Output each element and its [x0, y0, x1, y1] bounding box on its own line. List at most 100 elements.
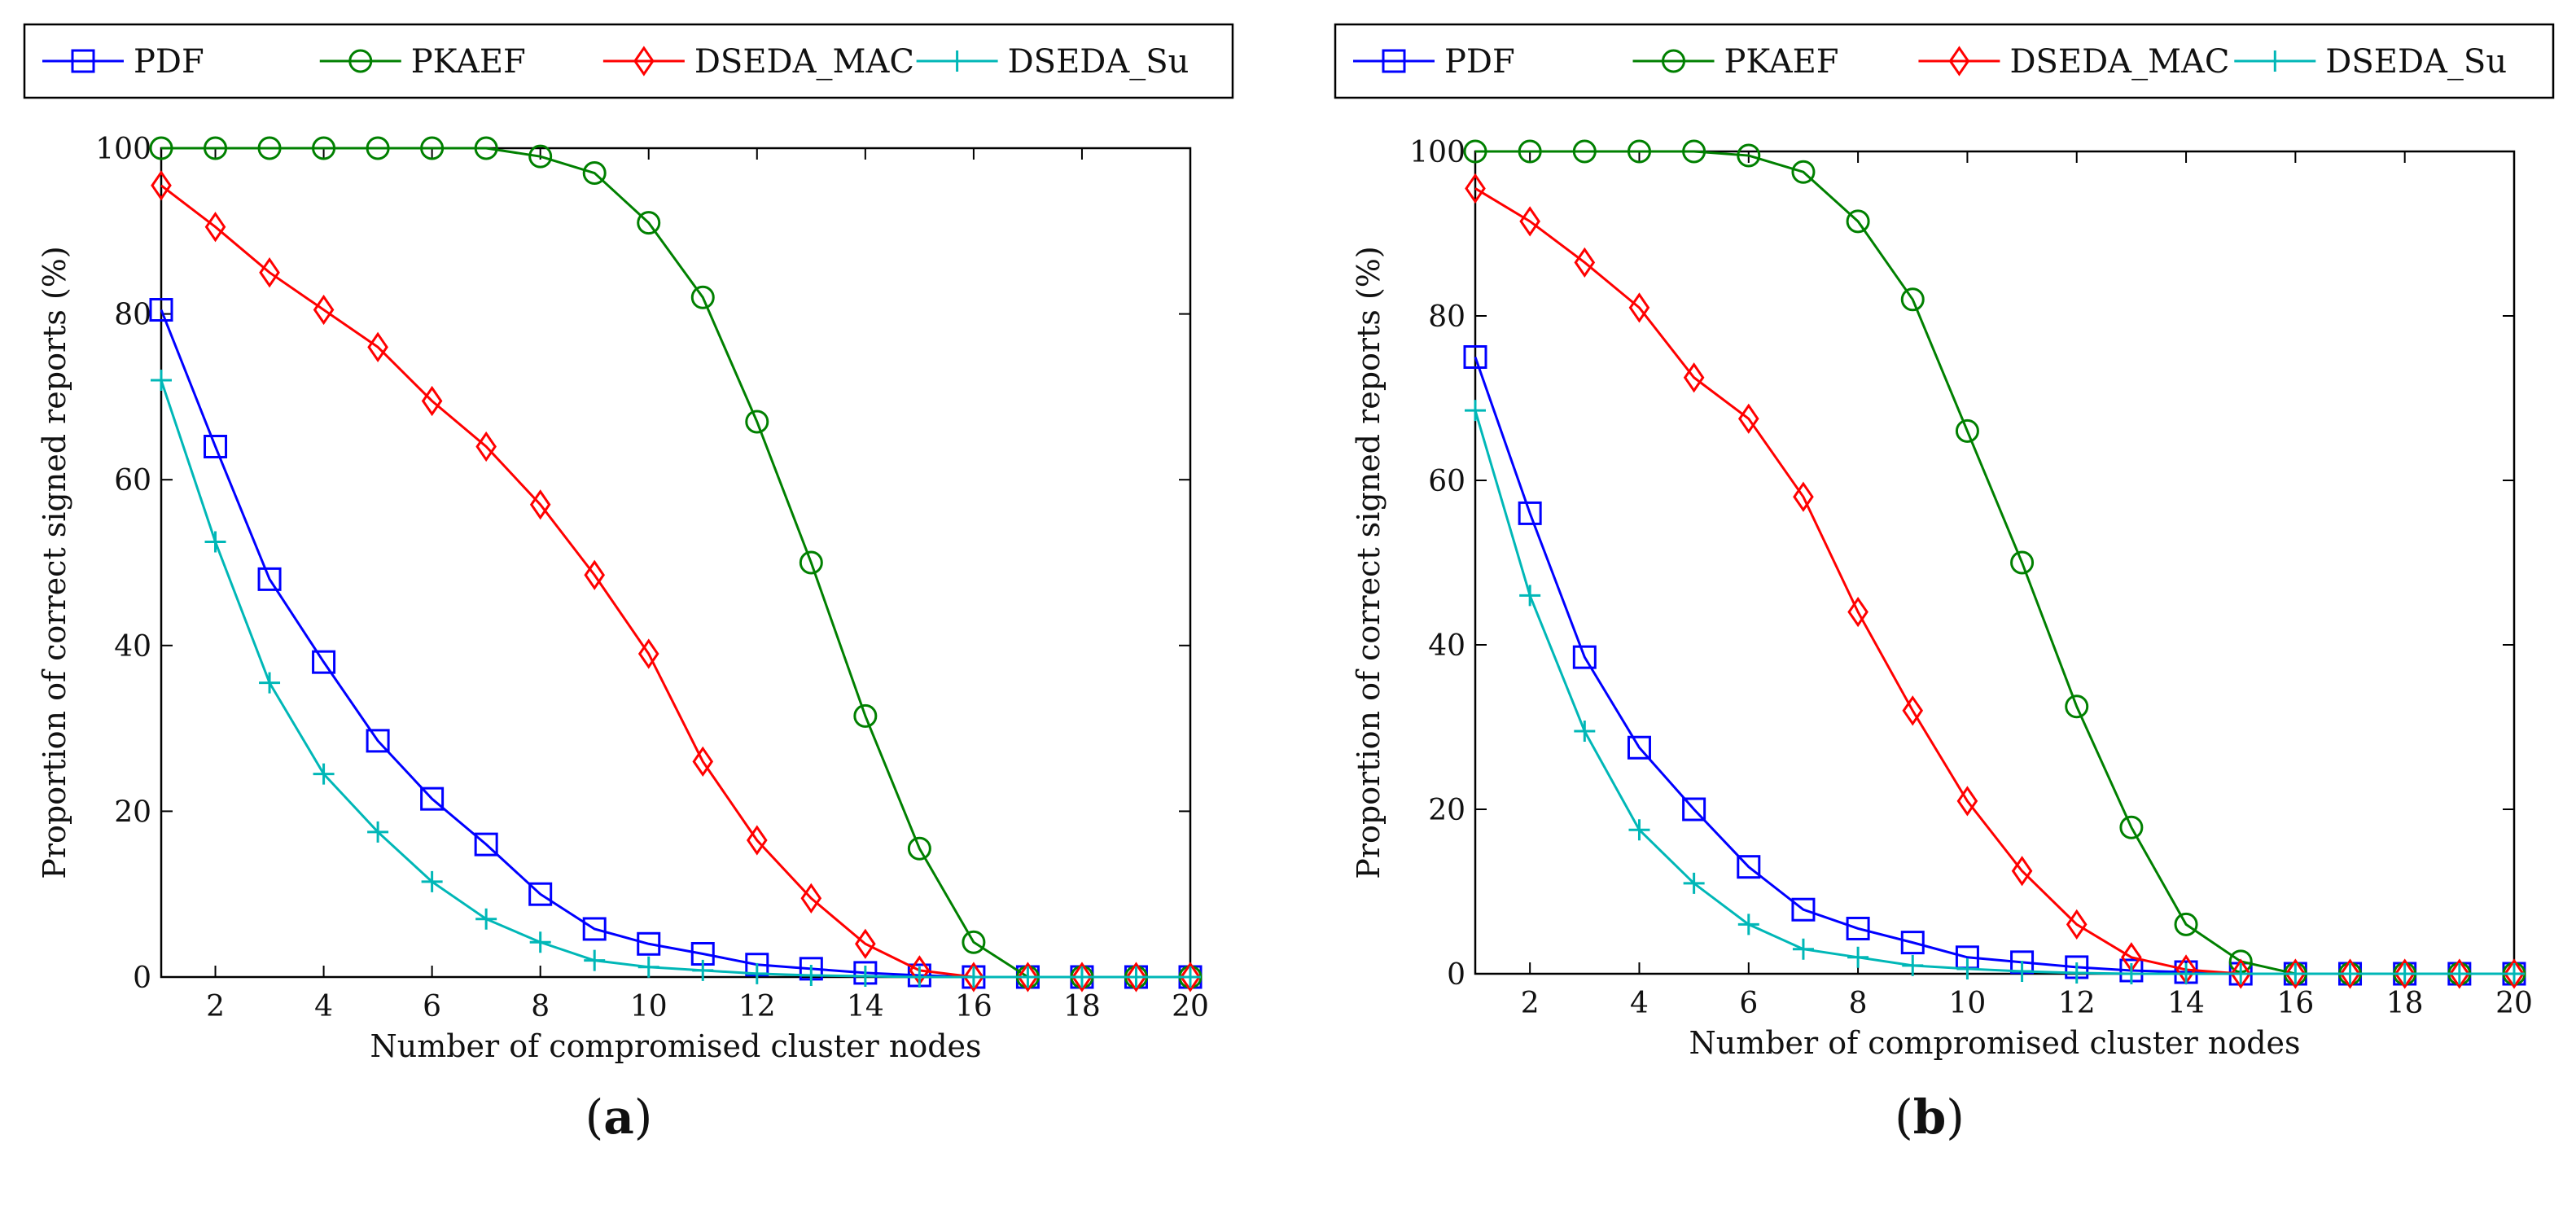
data-point — [1627, 735, 1651, 760]
panel-label: (a) — [585, 1089, 653, 1145]
y-tick-label: 60 — [114, 464, 151, 497]
data-point — [151, 170, 172, 201]
data-point — [799, 550, 823, 575]
data-point — [1518, 139, 1542, 164]
data-point — [2230, 963, 2252, 984]
data-point — [637, 211, 661, 235]
y-tick-label: 80 — [1428, 300, 1465, 334]
data-point — [529, 931, 551, 953]
data-point — [637, 956, 659, 978]
data-point — [637, 931, 661, 956]
legend-entry-pdf: PDF — [42, 43, 204, 81]
data-point — [257, 136, 282, 160]
data-point — [474, 136, 498, 160]
data-point — [582, 917, 607, 941]
data-point — [1627, 139, 1651, 164]
data-point — [2120, 963, 2142, 984]
data-point — [1071, 966, 1093, 988]
data-point — [421, 385, 443, 417]
data-point — [475, 431, 497, 462]
legend-marker — [2264, 50, 2286, 72]
panel-label-letter: b — [1913, 1089, 1947, 1145]
data-point — [1180, 962, 1201, 992]
data-point — [907, 836, 931, 861]
data-point — [1793, 481, 1814, 512]
series-dseda-su — [1465, 400, 2525, 984]
data-point — [1737, 403, 1759, 434]
data-point — [313, 763, 335, 785]
data-point — [1791, 897, 1816, 922]
panel-label-letter: a — [603, 1089, 634, 1145]
data-point — [259, 257, 280, 288]
data-point — [1519, 585, 1541, 607]
x-tick-label: 20 — [1172, 990, 1209, 1023]
data-point — [366, 729, 390, 753]
y-tick-label: 20 — [114, 795, 151, 829]
legend-label: DSEDA_Su — [2325, 43, 2507, 81]
data-point — [204, 434, 228, 458]
x-tick-label: 6 — [1739, 987, 1758, 1020]
legend-label: PDF — [1444, 43, 1515, 81]
plot-frame — [1474, 150, 2516, 975]
chart-panel-a: 2 4 6 8 10 12 14 16 18 20 0 20 40 60 80 100 Number of co… — [23, 23, 1234, 1145]
x-axis-label: Number of compromised cluster nodes — [1689, 1025, 2300, 1061]
data-point — [367, 821, 389, 843]
data-point — [1628, 292, 1650, 323]
data-point — [1737, 143, 1761, 168]
data-point — [584, 949, 606, 971]
legend-marker — [1382, 49, 1406, 73]
data-point — [2066, 962, 2088, 984]
y-tick-label: 20 — [1428, 794, 1465, 827]
data-point — [151, 370, 172, 392]
data-point — [1846, 916, 1870, 940]
data-point — [2011, 856, 2033, 887]
data-point — [2449, 958, 2470, 989]
x-tick-label: 12 — [2058, 987, 2096, 1020]
data-point — [2504, 963, 2525, 984]
data-point — [149, 298, 173, 322]
legend-label: PKAEF — [1724, 43, 1839, 81]
data-point — [2066, 909, 2088, 940]
data-point — [1956, 957, 1978, 979]
legend-entry-dseda-su: DSEDA_Su — [2234, 43, 2507, 81]
data-point — [1900, 287, 1925, 312]
data-point — [854, 965, 876, 987]
data-point — [2394, 963, 2416, 984]
y-tick-label: 40 — [1428, 629, 1465, 663]
series-dseda-su — [151, 370, 1201, 988]
data-point — [1180, 966, 1201, 988]
data-point — [1465, 400, 1486, 422]
data-point — [746, 962, 768, 984]
x-tick-label: 14 — [847, 990, 884, 1023]
data-point — [637, 638, 659, 669]
data-point — [800, 883, 822, 914]
x-tick-label: 8 — [1849, 987, 1868, 1020]
data-point — [2174, 912, 2198, 936]
legend-label: PDF — [134, 43, 204, 81]
y-tick-label: 0 — [133, 962, 151, 995]
panel-label-close: ) — [634, 1089, 653, 1145]
data-point — [2339, 963, 2361, 984]
data-point — [2010, 550, 2035, 575]
x-tick-label: 10 — [1949, 987, 1987, 1020]
x-tick-label: 8 — [531, 990, 550, 1023]
data-point — [1574, 247, 1596, 278]
data-point — [1071, 962, 1093, 992]
legend-entry-dseda-mac: DSEDA_MAC — [1918, 43, 2230, 81]
data-point — [1574, 721, 1596, 743]
legend-entry-pdf: PDF — [1353, 43, 1515, 81]
data-point — [1017, 966, 1039, 988]
data-point — [1955, 418, 1979, 443]
y-tick-label: 0 — [1447, 958, 1465, 992]
data-point — [1017, 962, 1039, 992]
x-tick-label: 2 — [1521, 987, 1540, 1020]
data-point — [475, 908, 497, 930]
data-point — [1792, 938, 1814, 960]
data-point — [1465, 173, 1486, 204]
data-point — [692, 959, 714, 981]
data-point — [257, 567, 282, 591]
legend-marker — [71, 49, 95, 73]
legend-entry-pkaef: PKAEF — [319, 43, 526, 81]
data-point — [1902, 695, 1924, 726]
